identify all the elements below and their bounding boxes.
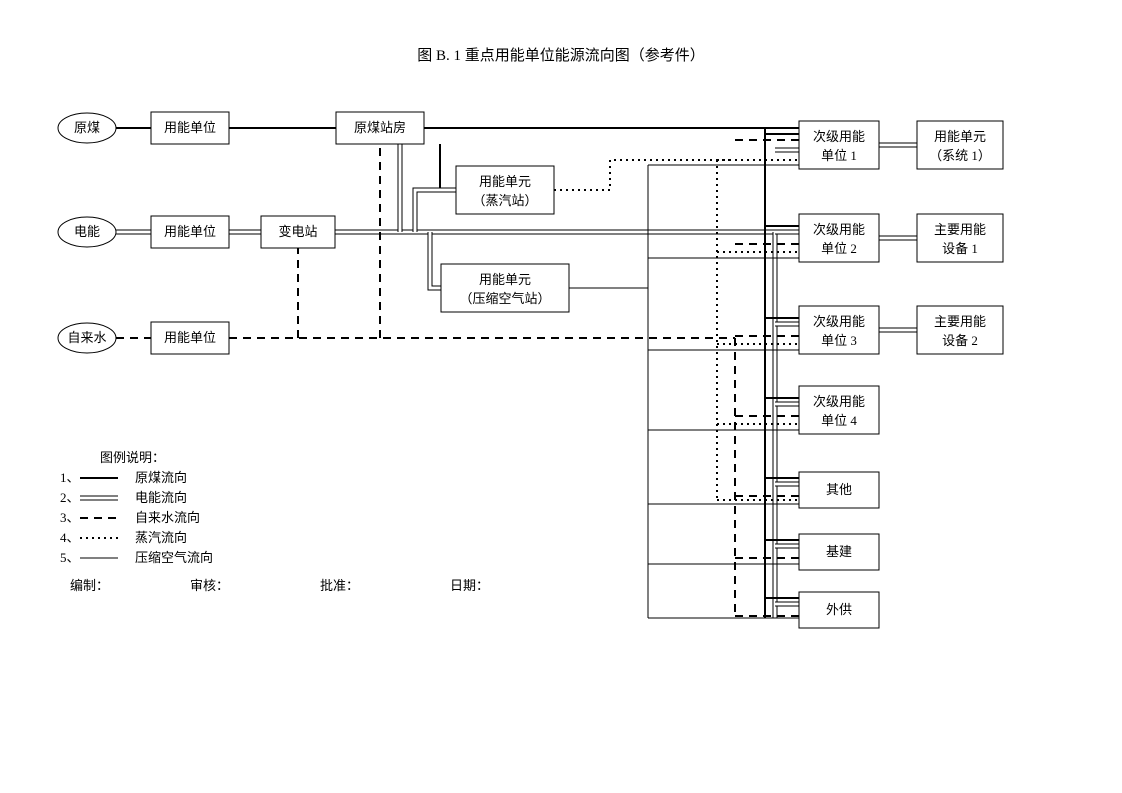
footer-review: 审核：	[190, 578, 229, 593]
node-label: （压缩空气站）	[459, 291, 550, 306]
node-label: 用能单元	[934, 129, 986, 144]
legend-label: 原煤流向	[135, 470, 187, 485]
legend-title: 图例说明：	[100, 450, 165, 465]
node-label: 设备 2	[942, 333, 978, 348]
source-label: 电能	[74, 224, 100, 239]
node-label: 单位 4	[821, 413, 857, 428]
node-label: （系统 1）	[929, 148, 991, 163]
node-label: 单位 1	[821, 148, 857, 163]
footer-compile: 编制：	[70, 578, 109, 593]
legend-label: 自来水流向	[135, 510, 200, 525]
node-label: 其他	[826, 482, 852, 497]
legend-num: 4、	[60, 530, 80, 545]
node-label: 用能单位	[164, 120, 216, 135]
node-label: 单位 2	[821, 241, 857, 256]
legend-num: 5、	[60, 550, 80, 565]
node-label: 变电站	[278, 224, 317, 239]
node-label: 用能单元	[479, 174, 531, 189]
node-label: 用能单位	[164, 224, 216, 239]
node-label: 次级用能	[813, 314, 865, 329]
diagram-title: 图 B. 1 重点用能单位能源流向图（参考件）	[417, 47, 705, 64]
legend-label: 电能流向	[135, 490, 187, 505]
energy-flow-diagram: 图 B. 1 重点用能单位能源流向图（参考件）原煤电能自来水用能单位用能单位用能…	[0, 0, 1122, 793]
legend-label: 压缩空气流向	[135, 550, 213, 565]
node-label: （蒸汽站）	[472, 193, 537, 208]
source-label: 自来水	[67, 330, 106, 345]
node-label: 次级用能	[813, 222, 865, 237]
node-label: 次级用能	[813, 129, 865, 144]
node-label: 次级用能	[813, 394, 865, 409]
source-label: 原煤	[74, 120, 100, 135]
node-label: 基建	[826, 544, 852, 559]
legend-num: 2、	[60, 490, 80, 505]
node-label: 主要用能	[934, 222, 986, 237]
footer-approve: 批准：	[320, 578, 359, 593]
footer-date: 日期：	[450, 578, 489, 593]
node-label: 用能单元	[479, 272, 531, 287]
node-label: 外供	[826, 602, 852, 617]
legend-num: 1、	[60, 470, 80, 485]
legend-label: 蒸汽流向	[135, 530, 187, 545]
legend-num: 3、	[60, 510, 80, 525]
node-label: 原煤站房	[354, 120, 406, 135]
node-label: 主要用能	[934, 314, 986, 329]
node-label: 设备 1	[942, 241, 978, 256]
node-label: 用能单位	[164, 330, 216, 345]
node-label: 单位 3	[821, 333, 857, 348]
